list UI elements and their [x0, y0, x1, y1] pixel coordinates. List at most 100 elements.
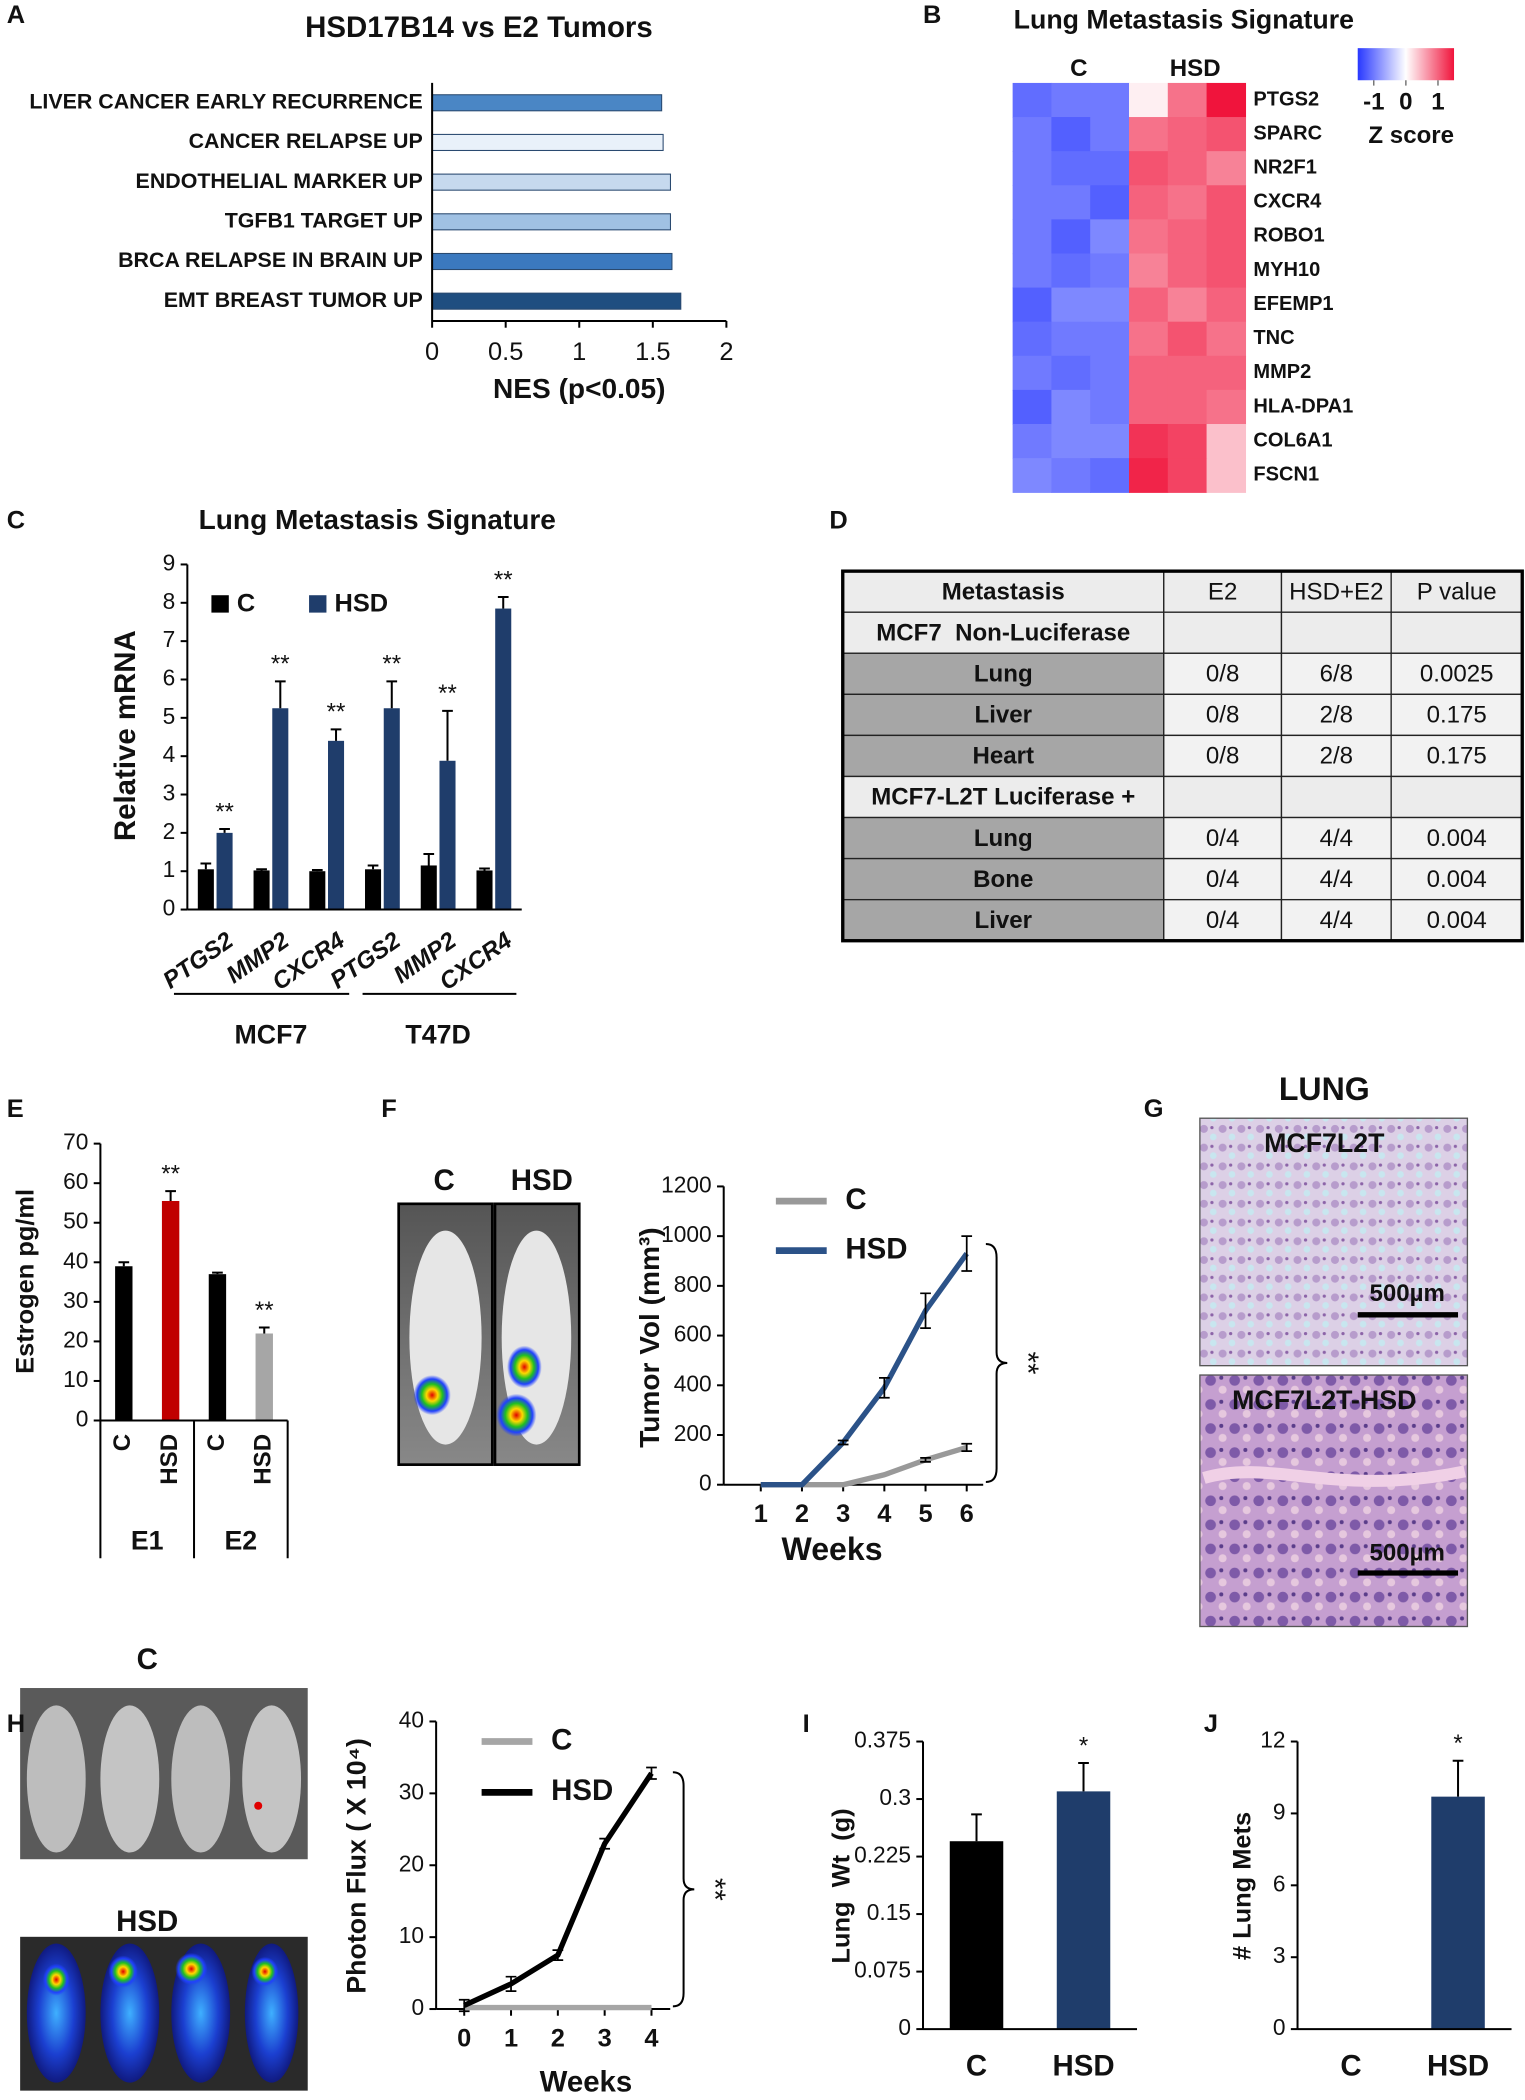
heatmap-cell	[1090, 458, 1130, 493]
significance-label: **	[382, 651, 401, 678]
y-tick-label: 6	[1273, 1870, 1286, 1896]
bracket	[985, 1242, 1008, 1484]
group-label: MCF7	[235, 1020, 308, 1050]
y-tick-label: 800	[674, 1271, 712, 1297]
significance-label: **	[1011, 1352, 1044, 1375]
y-tick-label: 8	[163, 588, 176, 614]
y-tick-label: 50	[63, 1208, 88, 1234]
heatmap-cell	[1012, 287, 1053, 323]
colorbar-tick-label: -1	[1363, 88, 1384, 115]
legend-label: C	[237, 589, 255, 617]
y-axis-label: Photon Flux ( X 10⁴)	[342, 1738, 372, 1993]
y-tick-label: CANCER RELAPSE UP	[189, 129, 423, 153]
table-text: 4/4	[1320, 866, 1353, 893]
x-tick-label: 2	[551, 2025, 565, 2053]
y-tick-label: EMT BREAST TUMOR UP	[164, 288, 423, 312]
group-label: E1	[131, 1525, 164, 1555]
y-axis-label: Lung Wt (g)	[827, 1808, 855, 1963]
table-text: 4/4	[1320, 907, 1353, 934]
panel-letter: J	[1204, 1710, 1218, 1738]
table-text: HSD+E2	[1289, 578, 1383, 605]
heatmap-cell	[1090, 389, 1130, 425]
significance-label: *	[1079, 1732, 1088, 1759]
scale-bar-label: 500µm	[1370, 1280, 1445, 1307]
y-tick-label: 70	[63, 1129, 88, 1155]
significance-label: **	[215, 798, 234, 825]
heatmap-cell	[1090, 117, 1130, 152]
error-bar	[552, 1949, 564, 1962]
heatmap-cell	[1090, 82, 1130, 118]
table-cell	[1280, 857, 1392, 901]
heatmap-cell	[1090, 151, 1130, 186]
x-tick-label: HSD	[1427, 2050, 1489, 2083]
heatmap-cell	[1051, 117, 1091, 152]
error-bar	[258, 1326, 270, 1334]
y-tick-label: 10	[399, 1922, 424, 1948]
heatmap-cell	[1090, 287, 1130, 323]
data-line	[760, 1444, 968, 1488]
error-bar	[878, 1376, 890, 1399]
heatmap-cell	[1051, 185, 1091, 221]
table-cell	[1390, 857, 1523, 901]
table-cell	[1163, 611, 1283, 654]
colorbar-label: Z score	[1368, 122, 1454, 149]
x-tick-label: HSD	[250, 1434, 277, 1485]
heatmap-cell	[1128, 424, 1169, 459]
heatmap-cell	[1051, 82, 1091, 118]
table-border	[841, 569, 1524, 943]
table-cell	[1163, 775, 1283, 819]
panel-letter: F	[381, 1095, 397, 1123]
legend-label: HSD	[551, 1774, 613, 1807]
row-label: MYH10	[1253, 259, 1320, 281]
bar	[420, 865, 437, 910]
heatmap-cell	[1012, 321, 1053, 357]
heatmap-cell	[1206, 424, 1247, 459]
error-bar	[971, 1813, 982, 1842]
heatmap-cell	[1167, 355, 1208, 391]
x-tick-label: 5	[918, 1500, 932, 1528]
heatmap-cell	[1051, 458, 1091, 493]
table-cell	[1280, 734, 1392, 778]
heatmap-cell	[1128, 117, 1169, 152]
heatmap-cell	[1090, 424, 1130, 459]
y-tick-label: 6	[163, 664, 176, 690]
bracket	[672, 1771, 695, 2008]
row-label: HLA-DPA1	[1253, 395, 1353, 417]
y-tick-label: 5	[163, 703, 176, 729]
heatmap-cell	[1167, 117, 1208, 152]
heatmap-cell	[1051, 321, 1091, 357]
error-bar	[274, 680, 286, 709]
heatmap-cell	[1167, 458, 1208, 493]
panel-letter: H	[7, 1710, 25, 1738]
row-label: EFEMP1	[1253, 293, 1333, 315]
heatmap-cell	[1167, 389, 1208, 425]
x-tick-label: C	[203, 1434, 230, 1451]
bar	[255, 1333, 273, 1421]
heatmap-cell	[1012, 117, 1053, 152]
y-tick-label: ENDOTHELIAL MARKER UP	[136, 169, 423, 193]
table-text: 0/4	[1206, 907, 1239, 934]
error-bar	[646, 1766, 657, 1780]
legend-swatch	[211, 595, 229, 613]
heatmap-cell	[1090, 185, 1130, 221]
table-cell	[842, 857, 1165, 901]
y-tick-label: 30	[63, 1287, 88, 1313]
y-axis-label: Tumor Vol (mm³)	[634, 1227, 665, 1447]
panel-letter: D	[829, 506, 847, 534]
error-bar	[118, 1261, 130, 1267]
x-tick-label: 0	[425, 338, 439, 366]
table-cell	[842, 775, 1165, 819]
data-line	[463, 1771, 654, 2008]
heatmap-cell	[1206, 321, 1247, 357]
heatmap-cell	[1128, 458, 1169, 493]
panel-letter: B	[923, 1, 941, 29]
y-tick-label: 0	[163, 895, 176, 921]
y-tick-label: 0.3	[879, 1784, 911, 1810]
bar	[431, 133, 664, 152]
x-tick-label: 1	[754, 1500, 768, 1528]
significance-label: *	[1453, 1730, 1462, 1757]
y-tick-label: 0	[898, 2014, 911, 2040]
heatmap-cell	[1090, 219, 1130, 255]
